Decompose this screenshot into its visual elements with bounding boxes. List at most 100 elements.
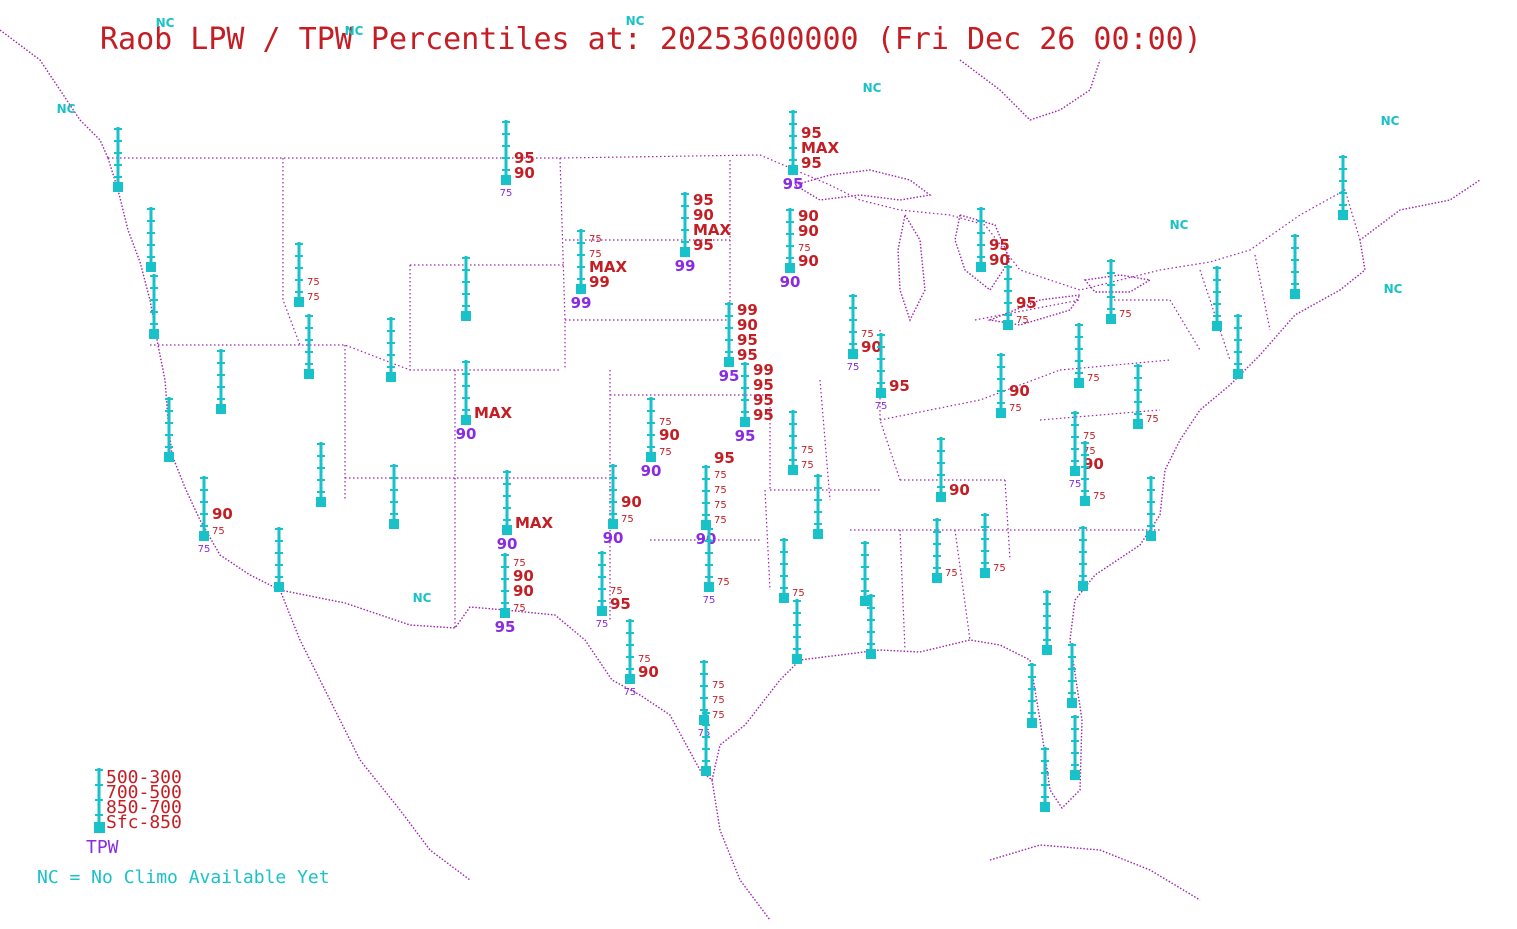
station-plot: 75 [932, 518, 958, 583]
station-box [788, 465, 798, 475]
layer-percentile-label: 90 [737, 316, 758, 334]
nc-markers: NC NC NC NC NC NC NC NC NC [57, 14, 1403, 605]
station-plot [860, 541, 870, 606]
tpw-percentile-label: 99 [571, 294, 592, 312]
mexico-coast-gulf [711, 779, 771, 921]
station-plot [1042, 590, 1052, 655]
layer-percentile-label: 90 [949, 481, 970, 499]
station-box [701, 520, 711, 530]
tpw-percentile-label: 95 [735, 427, 756, 445]
nc-marker: NC [626, 14, 645, 28]
great-lakes-ontario [1083, 274, 1152, 293]
layer-percentile-label: MAX [693, 221, 732, 239]
station-box [500, 608, 510, 618]
layer-percentile-label: 95 [693, 191, 714, 209]
nc-marker: NC [1384, 282, 1403, 296]
great-lakes-huron [954, 214, 1011, 292]
layer-percentile-label: 90 [659, 426, 680, 444]
station-box [1040, 802, 1050, 812]
station-box [932, 573, 942, 583]
layer-percentile-label: 95 [801, 124, 822, 142]
station-box [625, 674, 635, 684]
tpw-percentile-label: 75 [596, 619, 609, 630]
layer-percentile-label: 75 [1093, 491, 1106, 502]
station-box [813, 529, 823, 539]
layer-percentile-label: 95 [610, 595, 631, 613]
station-plot [149, 274, 159, 339]
station-plot [274, 527, 284, 592]
nc-marker: NC [863, 81, 882, 95]
layer-percentile-label: 75 [610, 586, 623, 597]
layer-percentile-label: 90 [621, 493, 642, 511]
mexico-border [279, 589, 713, 781]
layer-percentile-label: 90 [1009, 382, 1030, 400]
layer-percentile-label: 75 [1083, 431, 1096, 442]
station-plot [1027, 663, 1037, 728]
station-plot: 75 [1133, 364, 1159, 429]
layer-percentile-label: 75 [513, 558, 526, 569]
station-plot [146, 207, 156, 272]
station-box [1233, 369, 1243, 379]
layer-percentile-label: 90 [514, 164, 535, 182]
station-plot [113, 127, 123, 192]
layer-percentile-label: 75 [212, 526, 225, 537]
layer-percentile-label: 75 [1087, 373, 1100, 384]
layer-percentile-label: 75 [659, 447, 672, 458]
tpw-percentile-label: 95 [495, 618, 516, 636]
station-plot [1078, 526, 1088, 591]
layer-percentile-label: 95 [737, 331, 758, 349]
station-box [704, 582, 714, 592]
layer-percentile-label: 95 [753, 406, 774, 424]
layer-percentile-label: 75 [861, 329, 874, 340]
tpw-percentile-label: 75 [703, 595, 716, 606]
station-box [1078, 581, 1088, 591]
station-box [461, 415, 471, 425]
nc-marker: NC [1170, 218, 1189, 232]
layer-percentile-label: 75 [659, 417, 672, 428]
canada-coast-north [0, 29, 109, 159]
station-box [304, 369, 314, 379]
station-plot [304, 314, 314, 379]
layer-percentile-label: 90 [513, 567, 534, 585]
station-box [316, 497, 326, 507]
layer-percentile-label: 75 [945, 568, 958, 579]
station-box [701, 766, 711, 776]
layer-percentile-label: 99 [737, 301, 758, 319]
layer-percentile-label: 75 [993, 563, 1006, 574]
station-box [1027, 718, 1037, 728]
station-box [386, 372, 396, 382]
legend-tpw: TPW [86, 837, 119, 858]
station-box [461, 311, 471, 321]
tpw-percentile-label: 90 [696, 530, 717, 548]
legend-nc-note: NC = No Climo Available Yet [37, 867, 330, 888]
station-box [1042, 645, 1052, 655]
mexico-coast-pacific [279, 589, 471, 881]
station-box [1106, 314, 1116, 324]
station-plot [866, 594, 876, 659]
legend-station-box [94, 822, 105, 833]
station-plot: 75 [779, 538, 805, 603]
layer-percentile-label: 75 [1119, 309, 1132, 320]
layer-percentile-label: 75 [307, 292, 320, 303]
tpw-percentile-label: 90 [780, 273, 801, 291]
layer-percentile-label: 75 [717, 577, 730, 588]
station-box [876, 388, 886, 398]
station-plot: MAX 90 [497, 470, 554, 553]
station-box [1003, 320, 1013, 330]
cuba-outline [989, 844, 1201, 901]
layer-percentile-label: 99 [589, 273, 610, 291]
layer-percentile-label: 90 [798, 207, 819, 225]
station-box [646, 452, 656, 462]
tpw-percentile-label: 75 [698, 728, 711, 739]
station-box [1212, 321, 1222, 331]
